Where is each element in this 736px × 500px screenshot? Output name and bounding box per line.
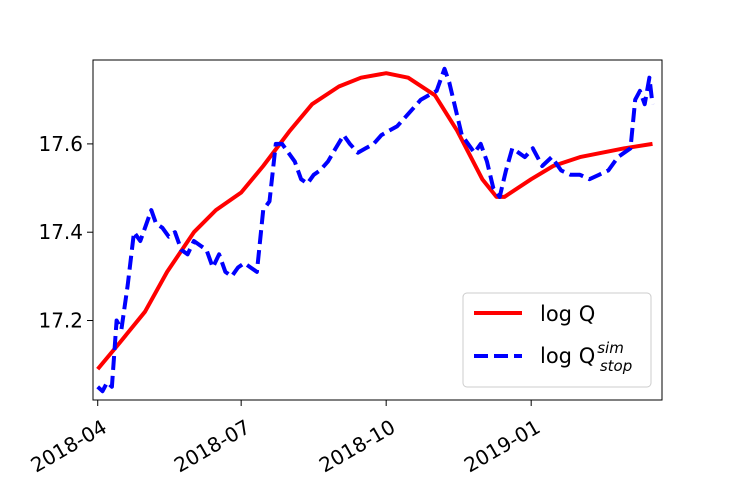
series-line-log-q-sim-stop	[96, 66, 655, 394]
series-line-log-q	[96, 71, 653, 371]
series-layer	[96, 66, 655, 394]
x-tick-label: 2019-01	[460, 415, 544, 478]
legend-label-log-q: log Q	[540, 302, 595, 326]
y-tick-label: 17.2	[38, 309, 83, 333]
legend-label-superscript: sim	[597, 339, 624, 357]
y-tick-label: 17.4	[38, 220, 83, 244]
x-tick-label: 2018-10	[315, 415, 399, 478]
x-tick-label: 2018-04	[26, 415, 110, 478]
plot-frame	[92, 59, 663, 401]
legend-box	[462, 292, 652, 388]
legend-label-subscript: stop	[600, 357, 632, 375]
x-tick-label: 2018-07	[170, 415, 254, 478]
y-tick-label: 17.6	[38, 132, 83, 156]
legend-label-base: log Q	[540, 344, 595, 368]
